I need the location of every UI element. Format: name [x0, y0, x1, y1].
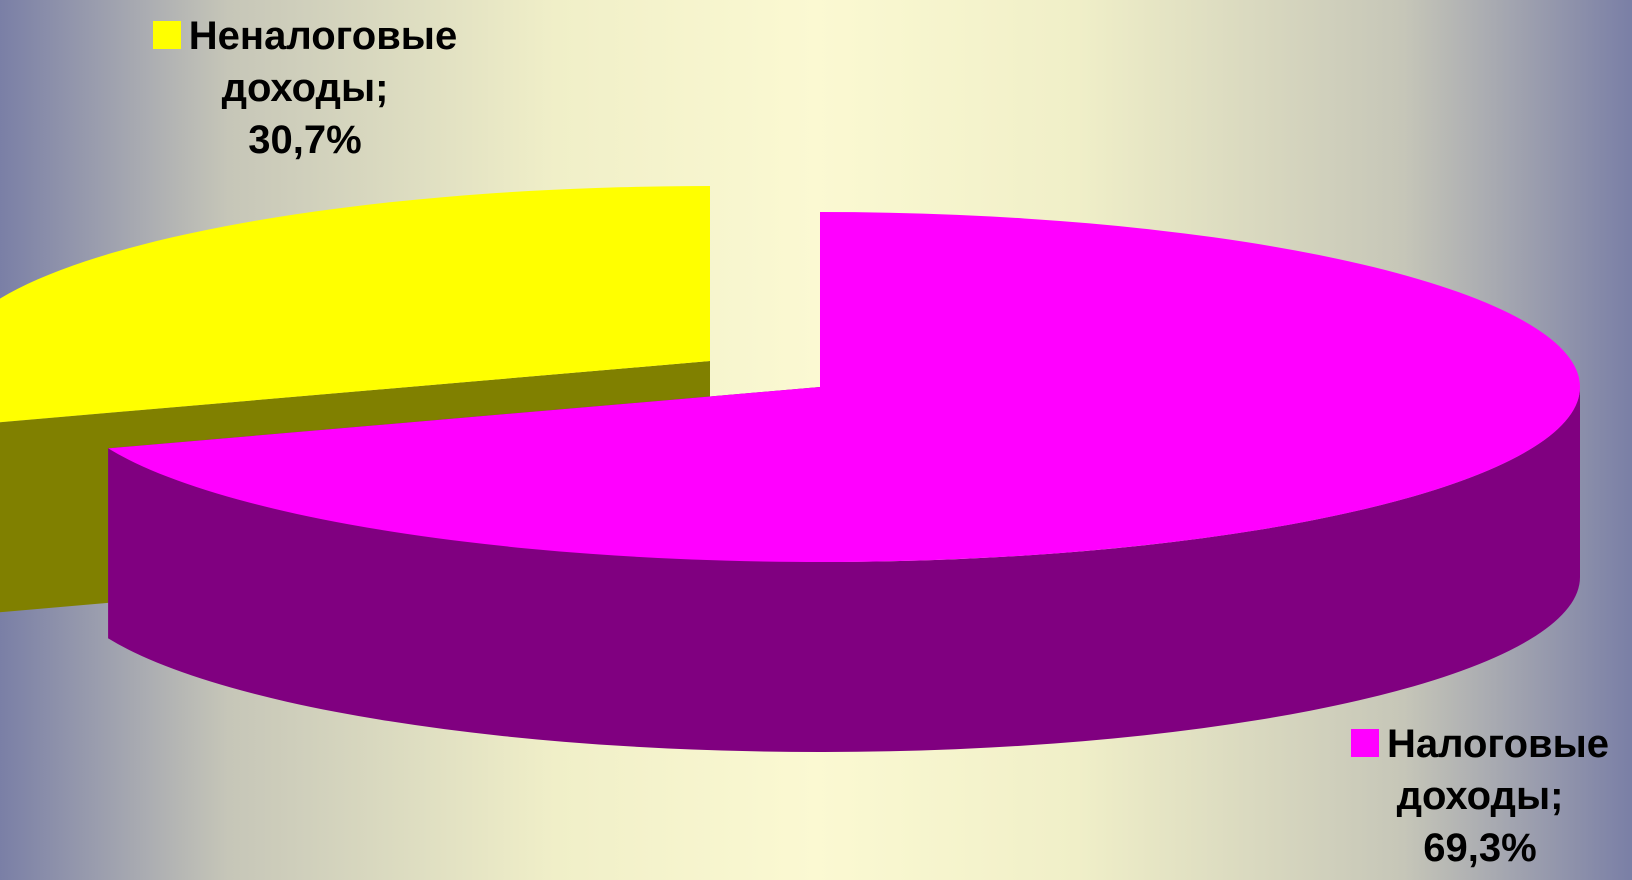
slice-nontax-top [0, 186, 710, 423]
label-tax-line2: доходы; [1396, 774, 1564, 818]
label-nontax-line2: доходы; [221, 66, 389, 110]
label-nontax-value: 30,7% [248, 118, 362, 162]
legend-swatch-tax [1350, 729, 1379, 757]
label-tax-value: 69,3% [1423, 826, 1537, 870]
legend-swatch-nontax [152, 21, 181, 49]
data-label-nontax: Неналоговые доходы; 30,7% [120, 10, 490, 166]
data-label-tax: Налоговые доходы; 69,3% [1330, 718, 1630, 874]
label-tax-line1: Налоговые [1386, 722, 1609, 766]
label-nontax-line1: Неналоговые [188, 14, 458, 58]
slice-tax-top [108, 212, 1581, 562]
slice-tax-side [108, 387, 1581, 752]
